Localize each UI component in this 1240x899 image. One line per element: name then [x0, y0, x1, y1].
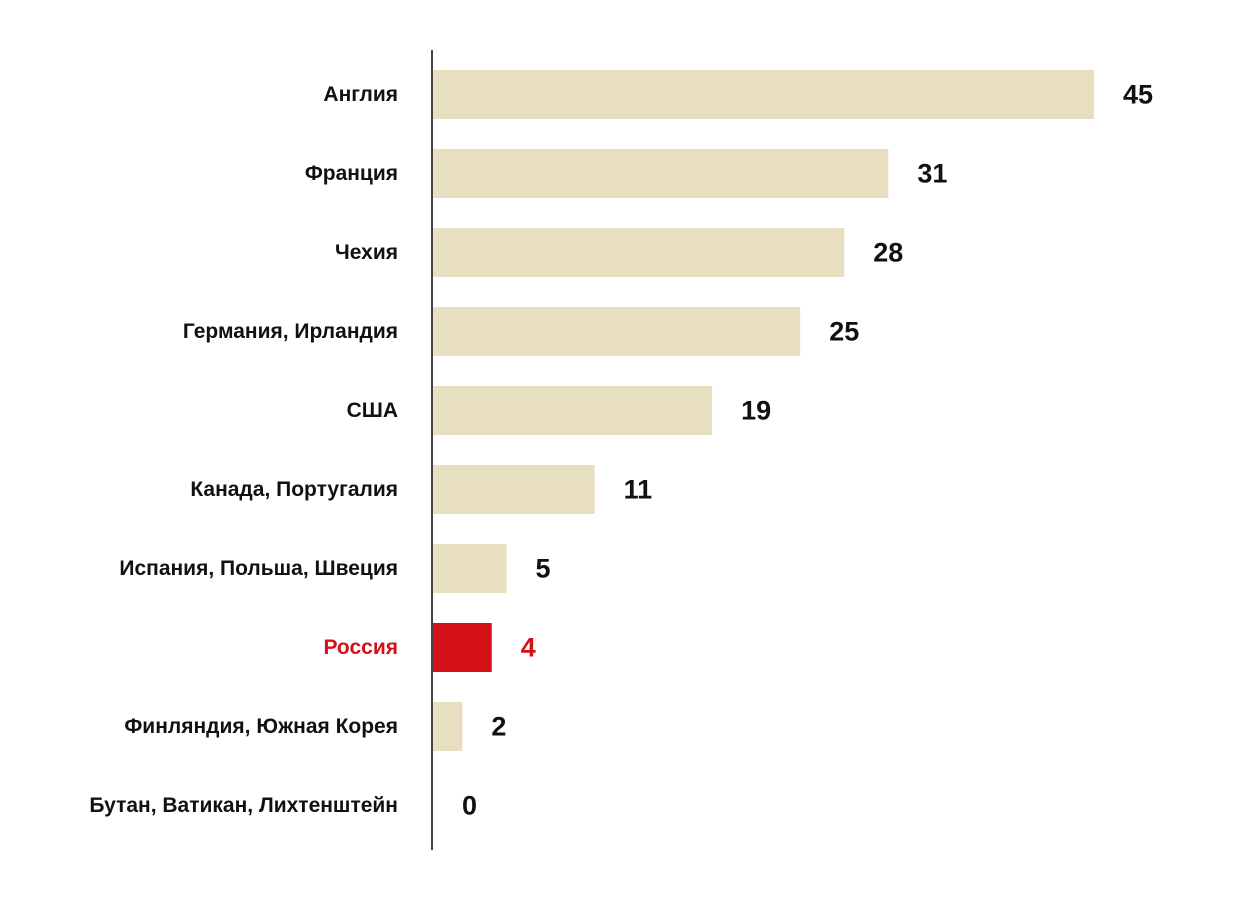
- bar-2: [433, 228, 845, 277]
- value-label: 19: [741, 396, 771, 426]
- category-labels-group: Англия Франция Чехия Германия, Ирландия США К…: [89, 83, 398, 817]
- value-label: 28: [873, 238, 903, 268]
- value-label: 5: [535, 554, 550, 584]
- category-label: Россия: [323, 636, 398, 659]
- bar-1: [433, 149, 889, 198]
- bar-5: [433, 465, 595, 514]
- value-label: 2: [491, 712, 506, 742]
- category-label: Финляндия, Южная Корея: [124, 715, 398, 738]
- bar-7: [433, 623, 492, 672]
- value-label: 4: [521, 633, 536, 663]
- category-label: Бутан, Ватикан, Лихтенштейн: [89, 794, 398, 817]
- value-label: 25: [829, 317, 859, 347]
- category-label: Чехия: [335, 241, 398, 264]
- value-label: 0: [462, 791, 477, 821]
- bar-8: [433, 702, 463, 751]
- value-labels-group: 45 31 28 25 19 11 5 4 2 0: [462, 80, 1153, 821]
- bars-group: [433, 70, 1094, 751]
- value-label: 45: [1123, 80, 1153, 110]
- value-label: 31: [917, 159, 947, 189]
- value-label: 11: [624, 475, 653, 505]
- bar-3: [433, 307, 801, 356]
- bar-0: [433, 70, 1094, 119]
- category-label: Франция: [305, 162, 398, 185]
- category-label: Германия, Ирландия: [183, 320, 398, 343]
- category-label: США: [347, 399, 398, 422]
- category-label: Англия: [323, 83, 398, 106]
- category-label: Канада, Португалия: [190, 478, 398, 501]
- bar-4: [433, 386, 713, 435]
- bar-6: [433, 544, 507, 593]
- category-label: Испания, Польша, Швеция: [119, 557, 398, 580]
